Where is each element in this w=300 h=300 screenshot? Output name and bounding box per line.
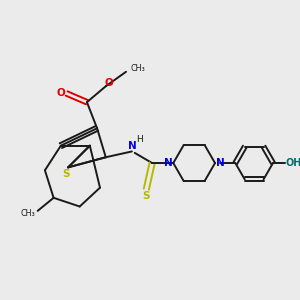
Text: S: S — [142, 191, 150, 201]
Text: N: N — [128, 141, 137, 151]
Text: H: H — [136, 135, 143, 144]
Text: CH₃: CH₃ — [131, 64, 146, 74]
Text: N: N — [216, 158, 225, 168]
Text: O: O — [56, 88, 65, 98]
Text: OH: OH — [285, 158, 300, 168]
Text: O: O — [105, 78, 114, 88]
Text: CH₃: CH₃ — [20, 209, 35, 218]
Text: S: S — [62, 169, 70, 179]
Text: N: N — [164, 158, 172, 168]
